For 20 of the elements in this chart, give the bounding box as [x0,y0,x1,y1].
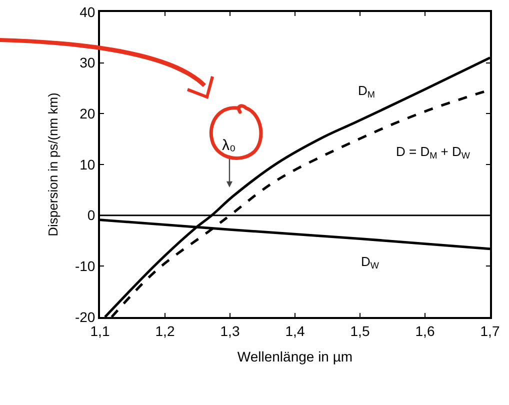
series-label: D$_{W}$ [361,254,380,271]
x-tick-label: 1,7 [480,322,500,339]
x-axis-title: Wellenlänge in µm [237,348,353,365]
y-tick-label: -20 [74,308,96,325]
y-tick-label: 10 [80,156,96,172]
x-tick-label: 1,2 [155,322,175,339]
y-tick-label: -10 [74,258,96,274]
y-tick-label: 30 [80,54,96,71]
annotation: λ₀ [222,137,236,154]
y-tick-label: 0 [87,207,96,224]
y-tick-label: 20 [80,106,96,122]
x-tick-label: 1,1 [90,322,110,339]
y-axis-title: Dispersion in ps/(nm km) [45,92,60,236]
x-tick-label: 1,5 [350,322,370,339]
series-label: D$_{M}$ [358,83,375,100]
x-tick-label: 1,6 [415,322,435,339]
x-tick-label: 1,4 [285,322,305,339]
y-tick-label: 40 [80,4,96,20]
x-tick-label: 1,3 [220,322,240,339]
series-label: D = D$_{M}$ + D$_{W}$ [396,144,470,161]
